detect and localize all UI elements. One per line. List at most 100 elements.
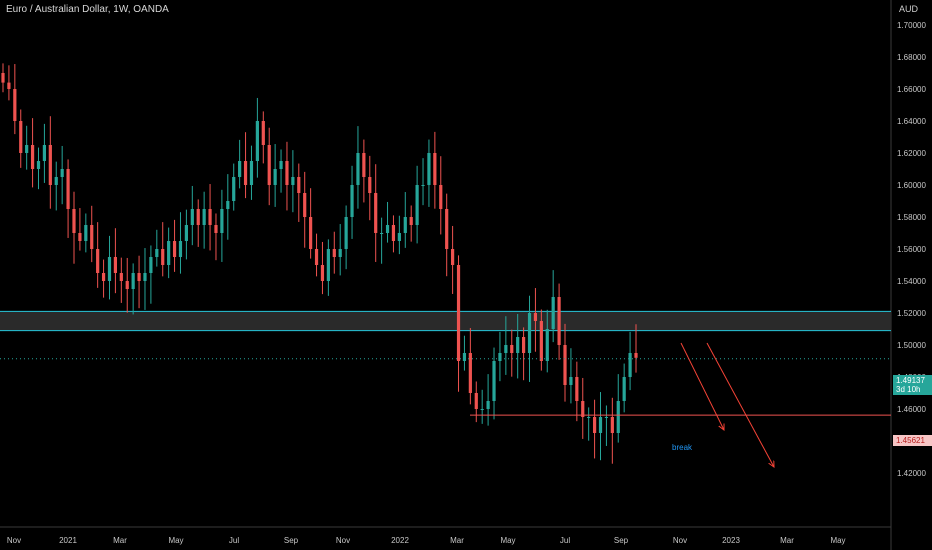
candle-body	[220, 209, 224, 233]
candle-body	[344, 217, 348, 249]
candle-body	[125, 281, 129, 289]
candle-body	[149, 257, 153, 273]
candle-body	[409, 217, 413, 225]
candle-body	[297, 177, 301, 193]
break-label: break	[672, 443, 693, 452]
candle-body	[7, 82, 11, 89]
candle-body	[581, 401, 585, 417]
candle-body	[78, 233, 82, 241]
price-tick-label: 1.68000	[897, 53, 926, 62]
candle-body	[504, 345, 508, 353]
candle-body	[421, 185, 425, 186]
current-price-tag: 1.49137 3d 10h	[893, 375, 932, 395]
time-tick-label: Sep	[614, 536, 629, 545]
candle-body	[143, 273, 147, 281]
time-tick-label: Nov	[7, 536, 21, 545]
time-tick-label: May	[500, 536, 515, 545]
price-tick-label: 1.66000	[897, 85, 926, 94]
price-tick-label: 1.52000	[897, 309, 926, 318]
candle-body	[178, 241, 183, 257]
candle-body	[527, 313, 532, 353]
candle-body	[569, 377, 573, 385]
price-tick-label: 1.56000	[897, 245, 926, 254]
time-tick-label: Nov	[673, 536, 687, 545]
candle-body	[350, 185, 354, 217]
candle-body	[101, 273, 106, 281]
time-tick-label: Mar	[113, 536, 127, 545]
annotation-lines[interactable]	[0, 342, 891, 467]
candle-body	[107, 257, 112, 281]
candle-body	[397, 233, 401, 241]
candle-body	[90, 225, 94, 249]
candle-body	[232, 177, 236, 201]
price-tick-label: 1.64000	[897, 117, 926, 126]
candle-body	[445, 209, 449, 249]
time-tick-label: Mar	[780, 536, 794, 545]
candle-body	[13, 89, 17, 121]
candle-body	[521, 337, 526, 353]
candle-body	[516, 337, 520, 353]
candle-body	[474, 393, 478, 409]
candle-body	[451, 249, 455, 265]
candle-body	[575, 377, 579, 401]
candle-body	[604, 417, 609, 418]
candle-body	[492, 361, 496, 401]
time-tick-label: Jul	[229, 536, 239, 545]
candle-body	[184, 225, 188, 241]
candle-body	[255, 121, 259, 161]
candle-body	[72, 209, 76, 233]
candle-body	[433, 153, 437, 185]
resistance-zone-fill	[0, 311, 891, 331]
candle-body	[634, 353, 638, 358]
candle-body	[480, 409, 484, 410]
candle-body	[314, 249, 319, 265]
candle-body	[267, 145, 271, 185]
candle-body	[368, 177, 372, 193]
candle-body	[167, 241, 171, 265]
price-tick-label: 1.54000	[897, 277, 926, 286]
candle-body	[84, 225, 88, 241]
candle-body	[557, 297, 561, 345]
candle-body	[119, 273, 123, 281]
candle-body	[238, 161, 242, 177]
candle-body	[202, 209, 206, 225]
price-tick-label: 1.60000	[897, 181, 926, 190]
candle-body	[226, 201, 230, 209]
candle-body	[610, 417, 614, 433]
candle-body	[320, 265, 325, 281]
projection-arrow-1	[680, 342, 724, 430]
time-tick-label: Sep	[284, 536, 299, 545]
candle-body	[587, 417, 591, 418]
time-tick-label: 2022	[391, 536, 409, 545]
candle-body	[261, 121, 265, 145]
price-tick-label: 1.62000	[897, 149, 926, 158]
chart-title: Euro / Australian Dollar, 1W, OANDA	[6, 4, 169, 15]
candle-body	[628, 353, 632, 377]
candle-body	[356, 153, 360, 185]
candle-body	[155, 249, 159, 257]
candle-body	[25, 145, 29, 153]
resistance-zone[interactable]	[0, 310, 891, 332]
current-price-value: 1.49137	[896, 376, 925, 385]
candle-body	[616, 401, 620, 433]
candle-body	[468, 353, 472, 393]
candle-body	[391, 225, 396, 241]
candle-body	[249, 161, 254, 185]
candle-body	[1, 73, 5, 83]
candle-body	[592, 417, 597, 433]
candle-body	[427, 153, 431, 185]
candle-body	[54, 177, 58, 185]
candle-body	[291, 177, 295, 185]
candle-body	[539, 321, 543, 361]
candle-body	[486, 401, 490, 409]
time-tick-label: 2023	[722, 536, 740, 545]
candle-body	[545, 329, 549, 361]
currency-unit: AUD	[899, 4, 919, 14]
time-axis[interactable]: Nov 2021 Mar May Jul Sep Nov 2022 Mar May Jul Sep No…	[7, 536, 846, 545]
candle-body	[439, 185, 443, 209]
price-axis[interactable]: 1.70000 1.68000 1.66000 1.64000 1.62000 1.600…	[897, 21, 926, 478]
time-tick-label: 2021	[59, 536, 77, 545]
price-tick-label: 1.50000	[897, 341, 926, 350]
support-price-tag: 1.45621	[893, 435, 932, 446]
